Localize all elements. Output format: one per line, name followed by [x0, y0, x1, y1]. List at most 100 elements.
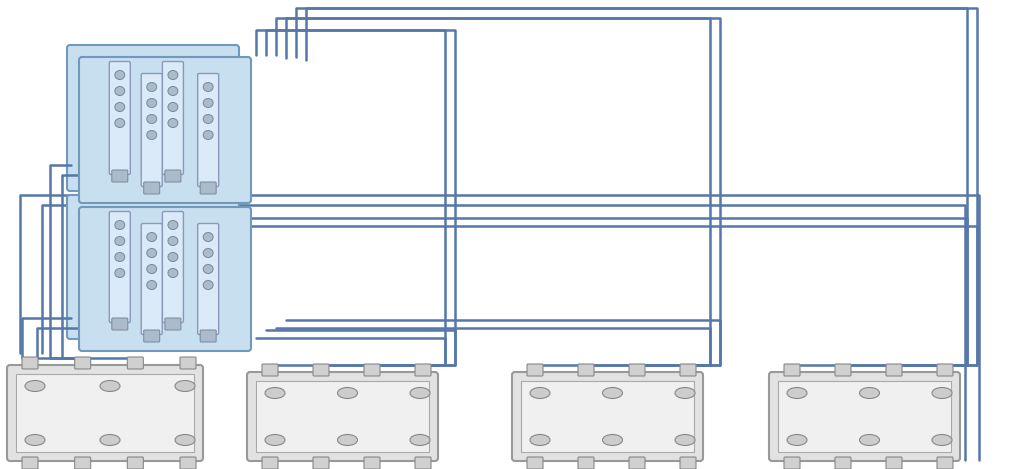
Ellipse shape: [147, 98, 157, 107]
Bar: [521, 381, 694, 452]
Ellipse shape: [410, 387, 430, 399]
Ellipse shape: [100, 380, 120, 392]
FancyBboxPatch shape: [79, 57, 251, 203]
FancyBboxPatch shape: [512, 372, 703, 461]
Ellipse shape: [932, 434, 952, 446]
Ellipse shape: [204, 280, 213, 289]
FancyBboxPatch shape: [109, 61, 130, 174]
Ellipse shape: [168, 119, 178, 128]
FancyBboxPatch shape: [527, 457, 543, 469]
FancyBboxPatch shape: [313, 457, 328, 469]
FancyBboxPatch shape: [415, 364, 431, 376]
FancyBboxPatch shape: [937, 364, 953, 376]
FancyBboxPatch shape: [22, 457, 38, 469]
Ellipse shape: [168, 220, 178, 229]
Ellipse shape: [602, 434, 623, 446]
Ellipse shape: [530, 387, 550, 399]
FancyBboxPatch shape: [74, 357, 91, 369]
FancyBboxPatch shape: [127, 457, 144, 469]
FancyBboxPatch shape: [527, 364, 543, 376]
Ellipse shape: [338, 434, 357, 446]
FancyBboxPatch shape: [262, 364, 278, 376]
Ellipse shape: [265, 387, 285, 399]
Ellipse shape: [115, 220, 125, 229]
Ellipse shape: [530, 434, 550, 446]
Ellipse shape: [25, 434, 45, 446]
FancyBboxPatch shape: [886, 364, 902, 376]
Ellipse shape: [25, 380, 45, 392]
FancyBboxPatch shape: [22, 357, 38, 369]
FancyBboxPatch shape: [144, 182, 160, 194]
FancyBboxPatch shape: [127, 357, 144, 369]
FancyBboxPatch shape: [886, 457, 902, 469]
Ellipse shape: [338, 387, 357, 399]
Ellipse shape: [147, 249, 157, 257]
Ellipse shape: [265, 434, 285, 446]
Ellipse shape: [115, 268, 125, 278]
FancyBboxPatch shape: [67, 195, 239, 339]
FancyBboxPatch shape: [112, 318, 128, 330]
Ellipse shape: [932, 387, 952, 399]
Ellipse shape: [168, 70, 178, 80]
Ellipse shape: [147, 130, 157, 139]
Bar: [256, 381, 429, 452]
Ellipse shape: [168, 236, 178, 245]
FancyBboxPatch shape: [180, 357, 196, 369]
FancyBboxPatch shape: [578, 457, 594, 469]
FancyBboxPatch shape: [835, 457, 851, 469]
Ellipse shape: [115, 103, 125, 112]
Ellipse shape: [115, 86, 125, 96]
FancyBboxPatch shape: [79, 207, 251, 351]
Ellipse shape: [115, 119, 125, 128]
Bar: [778, 381, 951, 452]
FancyBboxPatch shape: [578, 364, 594, 376]
FancyBboxPatch shape: [364, 457, 380, 469]
Ellipse shape: [859, 434, 879, 446]
FancyBboxPatch shape: [144, 330, 160, 342]
Ellipse shape: [100, 434, 120, 446]
FancyBboxPatch shape: [784, 457, 800, 469]
Ellipse shape: [602, 387, 623, 399]
Ellipse shape: [147, 233, 157, 242]
FancyBboxPatch shape: [247, 372, 438, 461]
Ellipse shape: [168, 86, 178, 96]
Ellipse shape: [204, 83, 213, 91]
FancyBboxPatch shape: [165, 318, 181, 330]
FancyBboxPatch shape: [200, 330, 216, 342]
Bar: [15, 374, 194, 452]
FancyBboxPatch shape: [313, 364, 328, 376]
FancyBboxPatch shape: [629, 364, 645, 376]
FancyBboxPatch shape: [680, 364, 696, 376]
Ellipse shape: [204, 233, 213, 242]
FancyBboxPatch shape: [415, 457, 431, 469]
Ellipse shape: [168, 268, 178, 278]
FancyBboxPatch shape: [784, 364, 800, 376]
Ellipse shape: [675, 387, 695, 399]
Ellipse shape: [115, 236, 125, 245]
Ellipse shape: [787, 387, 807, 399]
FancyBboxPatch shape: [180, 457, 196, 469]
FancyBboxPatch shape: [197, 224, 219, 334]
Ellipse shape: [787, 434, 807, 446]
FancyBboxPatch shape: [162, 212, 184, 323]
FancyBboxPatch shape: [67, 45, 239, 191]
FancyBboxPatch shape: [142, 224, 162, 334]
FancyBboxPatch shape: [112, 170, 128, 182]
Ellipse shape: [115, 70, 125, 80]
FancyBboxPatch shape: [680, 457, 696, 469]
Ellipse shape: [147, 280, 157, 289]
Ellipse shape: [175, 434, 195, 446]
Ellipse shape: [859, 387, 879, 399]
FancyBboxPatch shape: [262, 457, 278, 469]
Ellipse shape: [147, 265, 157, 273]
Ellipse shape: [175, 380, 195, 392]
FancyBboxPatch shape: [109, 212, 130, 323]
FancyBboxPatch shape: [197, 74, 219, 187]
FancyBboxPatch shape: [200, 182, 216, 194]
FancyBboxPatch shape: [937, 457, 953, 469]
Ellipse shape: [204, 98, 213, 107]
Ellipse shape: [147, 114, 157, 123]
Ellipse shape: [204, 130, 213, 139]
FancyBboxPatch shape: [162, 61, 184, 174]
FancyBboxPatch shape: [835, 364, 851, 376]
